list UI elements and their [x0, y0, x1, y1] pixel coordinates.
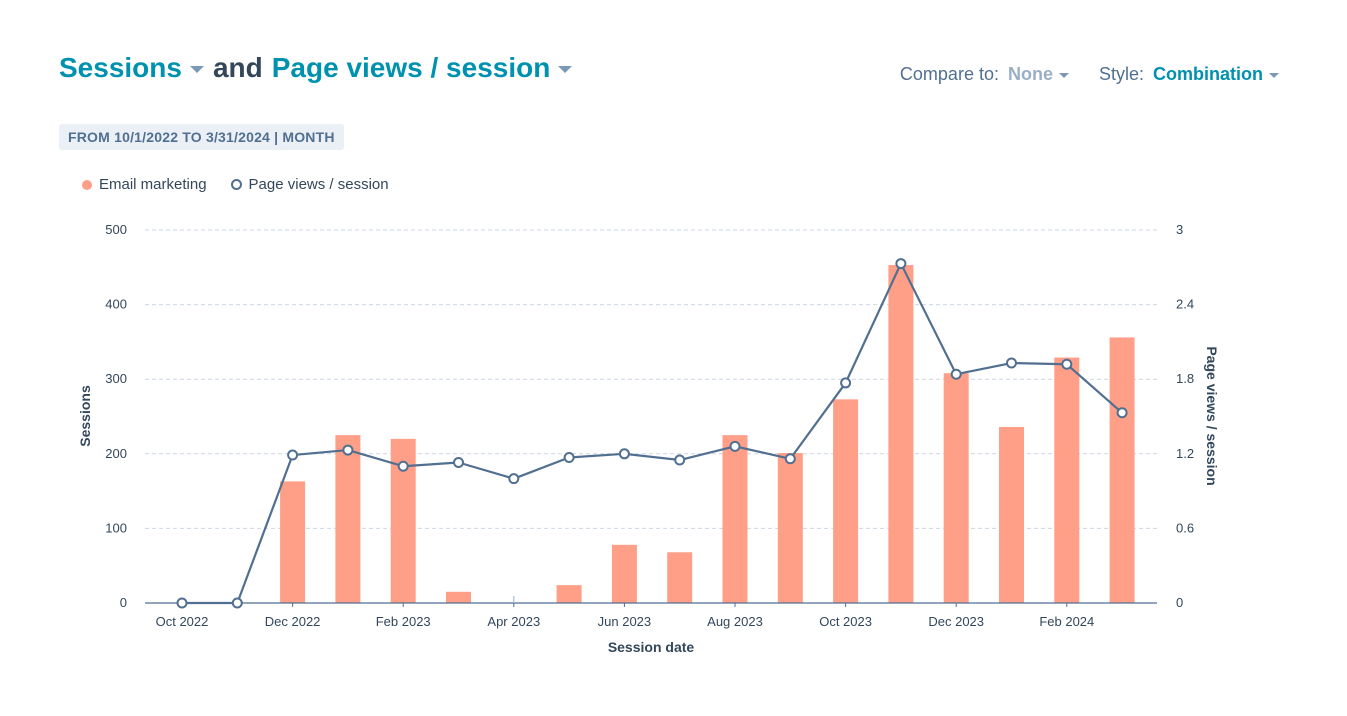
y-left-tick-label: 400 [105, 297, 127, 312]
bar[interactable] [280, 481, 306, 603]
x-tick-label: Feb 2023 [376, 614, 431, 629]
bar-swatch-icon [82, 179, 92, 190]
y-right-axis-title: Page views / session [1204, 346, 1220, 485]
line-point[interactable] [618, 448, 630, 460]
y-right-tick-label: 0.6 [1176, 520, 1194, 535]
y-right-tick-label: 2.4 [1176, 297, 1194, 312]
y-right-tick-label: 1.2 [1176, 446, 1194, 461]
line-point[interactable] [453, 457, 464, 469]
style-label: Style: [1098, 64, 1144, 84]
bar[interactable] [1054, 357, 1080, 603]
x-tick-label: Apr 2023 [487, 614, 540, 629]
line-point[interactable] [1061, 358, 1073, 370]
bar[interactable] [446, 591, 471, 603]
y-left-tick-label: 100 [105, 520, 127, 535]
legend-item-email-marketing[interactable]: Email marketing [82, 176, 207, 193]
y-left-tick-label: 500 [105, 222, 127, 237]
metric2-label: Page views / session [271, 52, 551, 83]
bar[interactable] [833, 399, 859, 603]
line-point[interactable] [840, 377, 852, 389]
line-point[interactable] [287, 449, 299, 461]
x-tick-label: Oct 2022 [156, 614, 209, 629]
x-axis-title: Session date [608, 639, 695, 655]
y-left-tick-label: 0 [120, 595, 127, 610]
compare-dropdown[interactable]: None [1008, 64, 1069, 85]
chevron-down-icon [1058, 73, 1069, 78]
y-left-tick-label: 300 [105, 371, 127, 386]
bar[interactable] [556, 585, 582, 603]
metric2-dropdown[interactable]: Page views / session [272, 52, 573, 84]
style-value: Combination [1153, 64, 1263, 84]
line-point[interactable] [674, 454, 686, 466]
line-point[interactable] [563, 452, 575, 464]
line-point[interactable] [950, 368, 962, 380]
x-tick-label: Jun 2023 [598, 614, 652, 629]
bar[interactable] [722, 435, 748, 603]
line-point[interactable] [342, 444, 354, 456]
chart-legend: Email marketing Page views / session [82, 176, 413, 193]
line-point[interactable] [729, 440, 741, 452]
y-right-tick-label: 1.8 [1176, 371, 1194, 386]
line-series-page-views [182, 262, 1123, 605]
style-dropdown[interactable]: Combination [1153, 64, 1279, 85]
chevron-down-icon [558, 65, 573, 73]
date-range-badge: FROM 10/1/2022 TO 3/31/2024 | MONTH [59, 124, 344, 150]
x-tick-label: Dec 2023 [928, 614, 984, 629]
line-point[interactable] [176, 597, 188, 609]
report-title: Sessions and Page views / session [59, 52, 573, 84]
y-left-tick-label: 200 [105, 446, 127, 461]
title-connector: and [212, 52, 263, 83]
bar[interactable] [611, 544, 637, 603]
metric1-dropdown[interactable]: Sessions [59, 52, 204, 84]
y-right-tick-label: 3 [1176, 222, 1183, 237]
x-tick-label: Dec 2022 [265, 614, 321, 629]
x-tick-label: Aug 2023 [707, 614, 763, 629]
chevron-down-icon [1269, 73, 1279, 78]
chevron-down-icon [189, 65, 204, 73]
metric1-label: Sessions [59, 52, 182, 83]
line-point[interactable] [895, 258, 907, 270]
line-point[interactable] [1006, 357, 1017, 369]
bar[interactable] [999, 426, 1024, 603]
x-tick-label: Feb 2024 [1039, 614, 1094, 629]
legend-item-page-views[interactable]: Page views / session [230, 176, 389, 193]
bar[interactable] [1109, 337, 1135, 603]
x-tick-label: Oct 2023 [819, 614, 872, 629]
y-right-tick-label: 0 [1176, 595, 1183, 610]
line-point[interactable] [397, 460, 409, 472]
bar[interactable] [667, 552, 693, 603]
compare-label: Compare to: [899, 64, 999, 84]
line-point[interactable] [508, 473, 520, 485]
line-swatch-icon [230, 179, 242, 190]
legend-line-label: Page views / session [248, 176, 389, 193]
bar[interactable] [335, 435, 361, 603]
line-point[interactable] [231, 597, 243, 609]
chart-controls: Compare to: None Style: Combination [900, 64, 1279, 85]
y-left-axis-title: Sessions [77, 385, 93, 447]
line-point[interactable] [1116, 407, 1128, 419]
compare-value: None [1007, 64, 1053, 84]
line-point[interactable] [784, 453, 796, 465]
bar[interactable] [777, 453, 803, 603]
bar[interactable] [943, 373, 969, 603]
bar[interactable] [888, 265, 914, 603]
legend-bar-label: Email marketing [99, 176, 207, 193]
